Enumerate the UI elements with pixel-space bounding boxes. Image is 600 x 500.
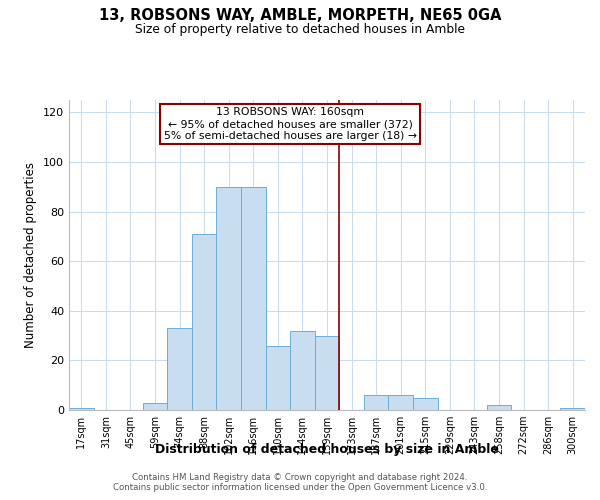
Bar: [241, 187, 266, 410]
Bar: [217, 187, 241, 410]
Bar: [560, 408, 585, 410]
Bar: [290, 330, 315, 410]
Bar: [413, 398, 437, 410]
Bar: [364, 395, 388, 410]
Bar: [167, 328, 192, 410]
Bar: [69, 408, 94, 410]
Text: 13, ROBSONS WAY, AMBLE, MORPETH, NE65 0GA: 13, ROBSONS WAY, AMBLE, MORPETH, NE65 0G…: [99, 8, 501, 22]
Text: Size of property relative to detached houses in Amble: Size of property relative to detached ho…: [135, 22, 465, 36]
Text: Contains HM Land Registry data © Crown copyright and database right 2024.: Contains HM Land Registry data © Crown c…: [132, 472, 468, 482]
Text: Distribution of detached houses by size in Amble: Distribution of detached houses by size …: [155, 442, 499, 456]
Bar: [192, 234, 217, 410]
Bar: [388, 395, 413, 410]
Text: 13 ROBSONS WAY: 160sqm
← 95% of detached houses are smaller (372)
5% of semi-det: 13 ROBSONS WAY: 160sqm ← 95% of detached…: [164, 108, 416, 140]
Bar: [487, 405, 511, 410]
Bar: [266, 346, 290, 410]
Y-axis label: Number of detached properties: Number of detached properties: [25, 162, 37, 348]
Bar: [143, 402, 167, 410]
Bar: [315, 336, 339, 410]
Text: Contains public sector information licensed under the Open Government Licence v3: Contains public sector information licen…: [113, 484, 487, 492]
